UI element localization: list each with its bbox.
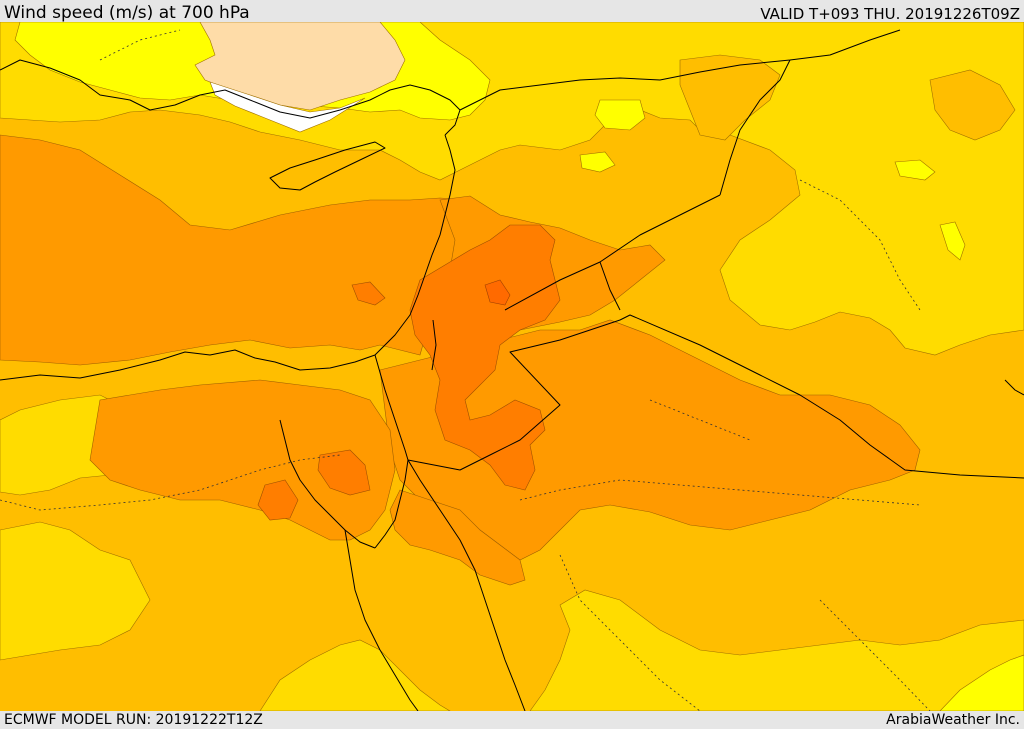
wind-band-12-14-southwest [89,379,396,541]
wind-band-14-16-patch-3 [351,281,386,306]
coastline-levant [374,134,456,356]
wind-band-14-16-main [409,224,561,491]
coastline-red-sea-west [344,529,419,711]
border-syria-iraq [719,59,791,196]
coastline-gulf-of-suez [279,419,376,549]
coastline-gulf-of-aqaba [374,459,409,549]
coastline-dead-sea [431,319,437,371]
wind-band-6-8-patch-1 [594,99,646,131]
wind-band-4-6 [194,22,406,111]
wind-band-12-14-south [389,489,526,586]
coastline-turkey-south [0,59,461,136]
wind-band-8-10-southeast [529,589,1024,711]
dotted-boundary-5 [799,179,921,311]
map-header: Wind speed (m/s) at 700 hPa VALID T+093 … [0,0,1024,23]
dotted-boundary-3 [559,554,701,711]
wind-band-6-8-patch-3 [939,221,966,261]
border-iraq-saudi [599,261,621,311]
wind-speed-map[interactable] [0,22,1024,711]
wind-band-10-12-northeast [679,54,781,141]
dotted-boundary-1 [0,454,341,511]
coastline-persian-gulf [1004,379,1024,396]
border-jordan-iraq [504,194,721,311]
border-turkey-syria [459,29,901,111]
model-run-label: ECMWF MODEL RUN: 20191222T12Z [4,712,263,728]
wind-band-6-8-patch-4 [579,151,616,173]
border-egypt-israel [374,354,409,461]
map-title: Wind speed (m/s) at 700 hPa [4,3,250,23]
coastline-cyprus [269,141,386,191]
coastline-red-sea-east [407,459,526,711]
credit-label: ArabiaWeather Inc. [886,712,1020,728]
wind-band-10-12-east [929,69,1016,141]
wind-band-gt16-patch [484,279,511,306]
coastline-egypt-north [0,349,376,381]
map-footer: ECMWF MODEL RUN: 20191222T12Z ArabiaWeat… [0,711,1024,729]
wind-band-lt4 [209,81,366,133]
dotted-boundary-2 [519,479,921,506]
wind-band-8-10-southwest [0,521,151,661]
wind-band-6-8-patch-2 [894,159,936,181]
wind-band-14-16-patch-1 [317,449,371,496]
valid-time: VALID T+093 THU. 20191226T09Z [760,5,1020,23]
border-jordan-saudi [407,314,1024,479]
wind-band-6-8-southeast [939,654,1024,711]
wind-band-14-16-patch-2 [257,479,299,521]
